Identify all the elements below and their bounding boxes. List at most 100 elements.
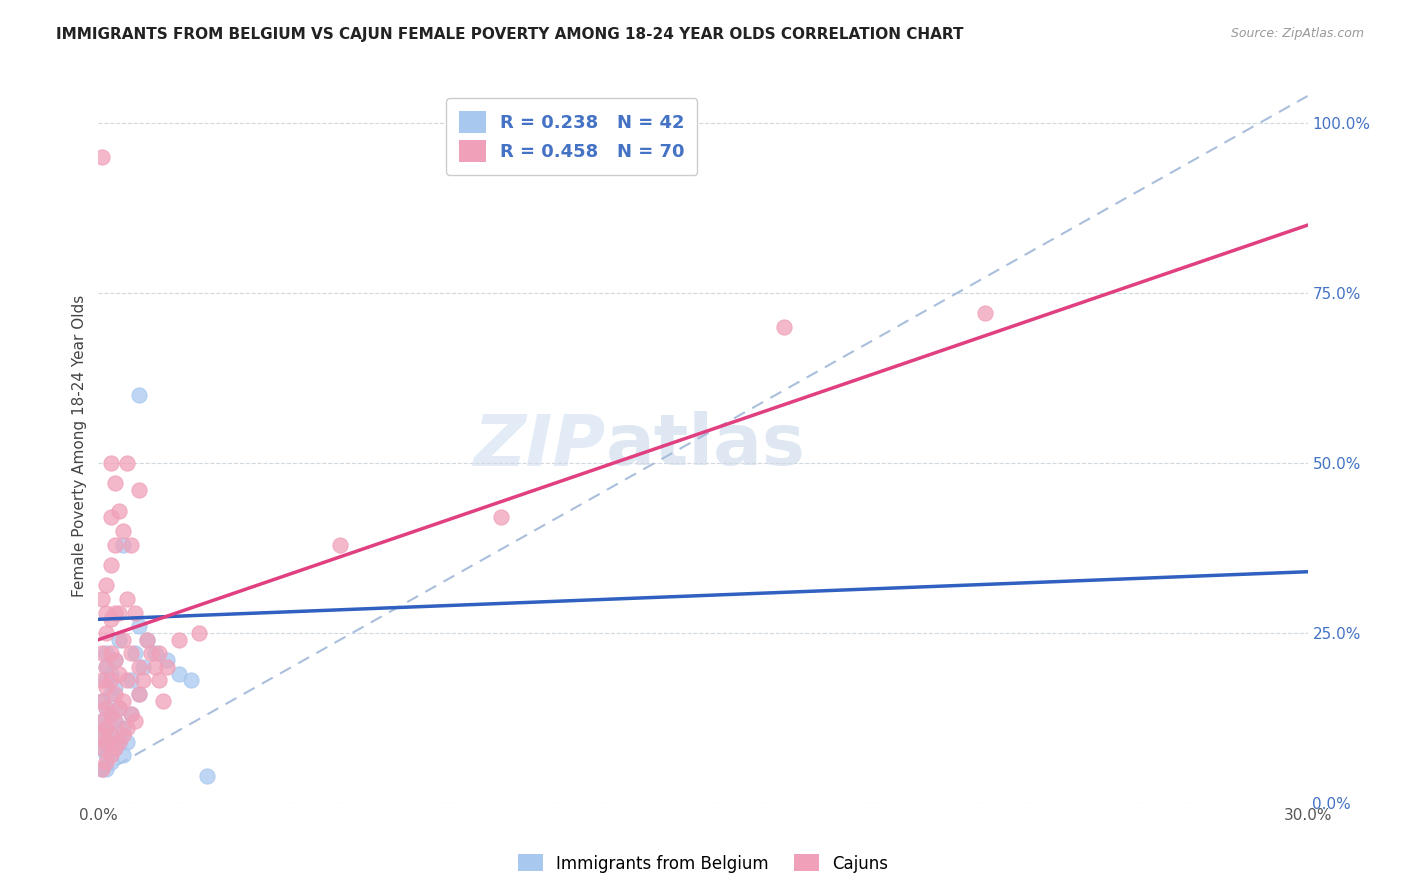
Point	[91, 673, 114, 688]
Point	[96, 578, 118, 592]
Point	[96, 700, 118, 714]
Point	[103, 687, 125, 701]
Point	[115, 591, 138, 606]
Point	[135, 632, 157, 647]
Point	[111, 632, 134, 647]
Point	[120, 707, 142, 722]
Point	[96, 721, 118, 735]
Point	[115, 721, 138, 735]
Point	[91, 694, 114, 708]
Point	[107, 734, 129, 748]
Point	[148, 646, 170, 660]
Point	[111, 694, 134, 708]
Y-axis label: Female Poverty Among 18-24 Year Olds: Female Poverty Among 18-24 Year Olds	[72, 295, 87, 597]
Point	[103, 714, 125, 729]
Point	[111, 524, 134, 538]
Point	[128, 388, 150, 402]
Text: IMMIGRANTS FROM BELGIUM VS CAJUN FEMALE POVERTY AMONG 18-24 YEAR OLDS CORRELATIO: IMMIGRANTS FROM BELGIUM VS CAJUN FEMALE …	[56, 27, 963, 42]
Point	[132, 660, 155, 674]
Point	[128, 687, 150, 701]
Point	[91, 694, 114, 708]
Point	[100, 687, 122, 701]
Point	[111, 728, 134, 742]
Point	[100, 755, 122, 769]
Point	[120, 707, 142, 722]
Point	[124, 714, 146, 729]
Point	[96, 646, 118, 660]
Point	[111, 748, 134, 763]
Point	[128, 687, 150, 701]
Point	[96, 660, 118, 674]
Point	[91, 762, 114, 776]
Point	[974, 306, 997, 320]
Text: atlas: atlas	[606, 411, 806, 481]
Point	[96, 700, 118, 714]
Legend: Immigrants from Belgium, Cajuns: Immigrants from Belgium, Cajuns	[512, 847, 894, 880]
Point	[91, 728, 114, 742]
Point	[103, 741, 125, 756]
Point	[180, 673, 202, 688]
Point	[124, 606, 146, 620]
Point	[91, 741, 114, 756]
Point	[107, 700, 129, 714]
Point	[91, 591, 114, 606]
Point	[329, 537, 352, 551]
Point	[167, 666, 190, 681]
Point	[100, 707, 122, 722]
Point	[143, 646, 166, 660]
Point	[100, 748, 122, 763]
Point	[107, 666, 129, 681]
Point	[120, 537, 142, 551]
Point	[96, 673, 118, 688]
Point	[91, 741, 114, 756]
Point	[103, 606, 125, 620]
Point	[491, 510, 513, 524]
Point	[103, 476, 125, 491]
Point	[772, 320, 794, 334]
Point	[103, 741, 125, 756]
Point	[100, 707, 122, 722]
Point	[188, 626, 211, 640]
Point	[100, 646, 122, 660]
Point	[96, 755, 118, 769]
Legend: R = 0.238   N = 42, R = 0.458   N = 70: R = 0.238 N = 42, R = 0.458 N = 70	[446, 98, 697, 175]
Point	[91, 728, 114, 742]
Point	[100, 558, 122, 572]
Point	[100, 728, 122, 742]
Point	[96, 748, 118, 763]
Point	[152, 694, 174, 708]
Point	[107, 606, 129, 620]
Point	[120, 673, 142, 688]
Point	[156, 653, 179, 667]
Point	[143, 660, 166, 674]
Point	[103, 680, 125, 694]
Point	[96, 734, 118, 748]
Point	[115, 734, 138, 748]
Point	[91, 150, 114, 164]
Point	[91, 762, 114, 776]
Point	[128, 619, 150, 633]
Point	[139, 646, 162, 660]
Point	[96, 626, 118, 640]
Point	[100, 666, 122, 681]
Point	[135, 632, 157, 647]
Point	[100, 456, 122, 470]
Point	[100, 673, 122, 688]
Point	[167, 632, 190, 647]
Point	[100, 612, 122, 626]
Point	[103, 714, 125, 729]
Point	[156, 660, 179, 674]
Point	[107, 700, 129, 714]
Point	[132, 673, 155, 688]
Point	[124, 646, 146, 660]
Point	[115, 673, 138, 688]
Point	[107, 632, 129, 647]
Point	[100, 510, 122, 524]
Point	[96, 680, 118, 694]
Point	[128, 660, 150, 674]
Point	[107, 734, 129, 748]
Text: ZIP: ZIP	[474, 411, 606, 481]
Point	[91, 646, 114, 660]
Point	[128, 483, 150, 498]
Point	[103, 537, 125, 551]
